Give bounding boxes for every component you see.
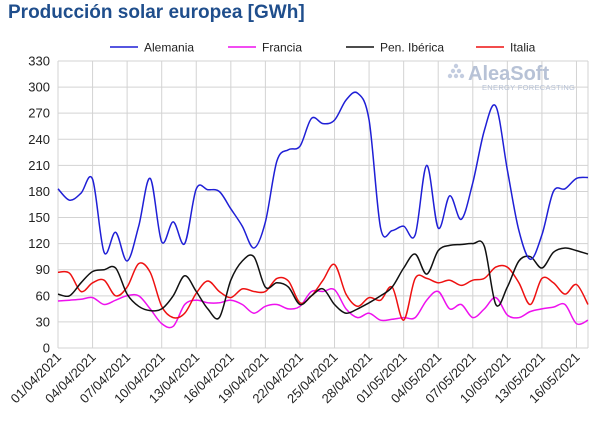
- y-tick-label: 150: [28, 210, 50, 225]
- y-tick-label: 0: [43, 341, 50, 356]
- y-tick-label: 210: [28, 158, 50, 173]
- legend-label: Alemania: [144, 41, 194, 55]
- chart-title: Producción solar europea [GWh]: [8, 2, 305, 23]
- legend-label: Pen. Ibérica: [380, 41, 444, 55]
- series-line-italia: [57, 262, 589, 321]
- logo-name: AleaSoft: [468, 63, 549, 85]
- y-tick-label: 300: [28, 80, 50, 95]
- y-axis-ticks: 0 30 60 90 120 150 180 210 240 270 300 330: [28, 54, 50, 356]
- aleasoft-logo-mark-icon: [447, 63, 465, 79]
- legend: Alemania Francia Pen. Ibérica Italia: [110, 41, 536, 55]
- series-line-francia: [57, 287, 589, 329]
- y-tick-label: 30: [36, 314, 50, 329]
- y-tick-label: 270: [28, 106, 50, 121]
- y-tick-label: 330: [28, 54, 50, 69]
- logo-tagline: ENERGY FORECASTING: [482, 83, 575, 92]
- grid: [57, 60, 589, 349]
- series-line-pen-ib-rica: [57, 240, 589, 320]
- y-tick-label: 60: [36, 288, 50, 303]
- series: [57, 91, 589, 329]
- x-axis-ticks: 01/04/202104/04/202107/04/202110/04/2021…: [7, 350, 582, 407]
- series-line-alemania: [57, 91, 589, 262]
- y-tick-label: 240: [28, 132, 50, 147]
- legend-label: Italia: [510, 41, 536, 55]
- y-tick-label: 180: [28, 184, 50, 199]
- y-tick-label: 120: [28, 236, 50, 251]
- legend-label: Francia: [262, 41, 302, 55]
- aleasoft-logo: AleaSoft ENERGY FORECASTING: [447, 63, 575, 92]
- y-tick-label: 90: [36, 262, 50, 277]
